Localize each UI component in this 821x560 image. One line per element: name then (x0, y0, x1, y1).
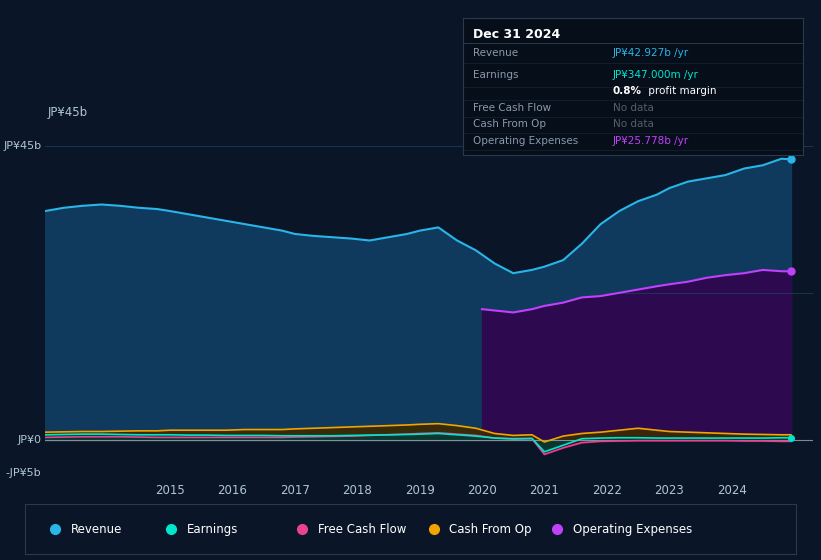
Text: Earnings: Earnings (186, 522, 238, 536)
Text: JP¥42.927b /yr: JP¥42.927b /yr (612, 48, 689, 58)
Text: Operating Expenses: Operating Expenses (572, 522, 692, 536)
Text: JP¥25.778b /yr: JP¥25.778b /yr (612, 136, 689, 146)
Text: JP¥45b: JP¥45b (3, 141, 41, 151)
Text: JP¥347.000m /yr: JP¥347.000m /yr (612, 70, 699, 80)
Text: Earnings: Earnings (473, 70, 519, 80)
Text: -JP¥5b: -JP¥5b (6, 468, 41, 478)
Text: profit margin: profit margin (645, 86, 717, 96)
Text: Dec 31 2024: Dec 31 2024 (473, 27, 561, 40)
Text: No data: No data (612, 119, 654, 129)
Text: Cash From Op: Cash From Op (473, 119, 546, 129)
Text: JP¥0: JP¥0 (17, 435, 41, 445)
Text: Revenue: Revenue (473, 48, 518, 58)
Text: Free Cash Flow: Free Cash Flow (473, 103, 552, 113)
Text: Revenue: Revenue (71, 522, 122, 536)
Text: No data: No data (612, 103, 654, 113)
Text: Operating Expenses: Operating Expenses (473, 136, 579, 146)
Text: 0.8%: 0.8% (612, 86, 641, 96)
Text: Free Cash Flow: Free Cash Flow (318, 522, 406, 536)
Text: JP¥45b: JP¥45b (48, 106, 88, 119)
Text: Cash From Op: Cash From Op (449, 522, 531, 536)
